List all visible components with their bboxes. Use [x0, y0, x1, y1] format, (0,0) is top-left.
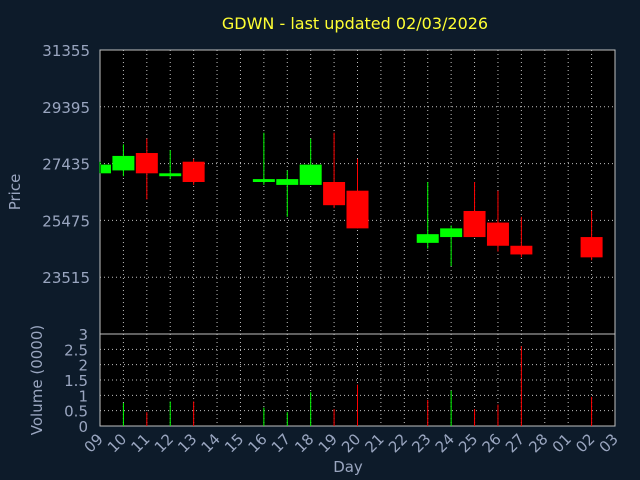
candle-body-26 — [486, 222, 509, 246]
volume-tick-label: 0 — [78, 418, 88, 436]
x-axis-label: Day — [333, 458, 363, 476]
day-tick-label: 14 — [198, 430, 224, 456]
volume-bars — [122, 346, 593, 426]
candle-body-18 — [299, 164, 322, 185]
candle-body-27 — [510, 245, 533, 255]
volume-tick-label: 2 — [78, 357, 88, 375]
volume-tick-label: 1.5 — [64, 372, 88, 390]
chart-title: GDWN - last updated 02/03/2026 — [222, 14, 488, 33]
day-tick-label: 12 — [151, 430, 177, 456]
candle-body-10 — [112, 155, 135, 171]
candle-body-11 — [135, 153, 158, 174]
day-tick-label: 21 — [362, 430, 388, 456]
volume-tick-label: 0.5 — [64, 403, 88, 421]
day-tick-label: 27 — [502, 430, 528, 456]
volume-tick-label: 1 — [78, 387, 88, 405]
day-tick-label: 03 — [596, 430, 622, 456]
day-tick-label: 18 — [291, 430, 317, 456]
candle-body-02 — [580, 237, 603, 258]
day-tick-label: 10 — [104, 430, 130, 456]
day-tick-label: 16 — [244, 430, 270, 456]
candle-body-09 — [101, 164, 111, 174]
candlesticks — [99, 132, 603, 267]
day-tick-label: 11 — [127, 430, 153, 456]
day-tick-label: 17 — [268, 430, 294, 456]
day-tick-label: 22 — [385, 430, 411, 456]
price-tick-label: 23515 — [42, 269, 90, 287]
volume-tick-labels: 32.521.510.50 — [64, 326, 88, 436]
candle-body-16 — [252, 179, 275, 183]
day-tick-label: 24 — [432, 430, 458, 456]
day-tick-label: 26 — [479, 430, 505, 456]
day-tick-labels: 0910111213141516171819202122232425262728… — [81, 430, 622, 456]
day-tick-label: 01 — [549, 430, 575, 456]
day-tick-label: 23 — [408, 430, 434, 456]
volume-tick-label: 3 — [78, 326, 88, 344]
candle-body-20 — [346, 190, 369, 229]
volume-axis-label: Volume (0000) — [28, 325, 46, 435]
price-tick-label: 29395 — [42, 99, 90, 117]
candle-body-24 — [440, 228, 463, 238]
price-tick-label: 31355 — [42, 42, 90, 60]
price-tick-label: 25475 — [42, 212, 90, 230]
day-tick-label: 20 — [338, 430, 364, 456]
day-tick-label: 15 — [221, 430, 247, 456]
day-tick-label: 19 — [315, 430, 341, 456]
day-tick-label: 28 — [525, 430, 551, 456]
price-tick-labels: 31355 29395 27435 25475 23515 — [42, 42, 90, 287]
day-tick-label: 25 — [455, 430, 481, 456]
price-tick-label: 27435 — [42, 156, 90, 174]
day-tick-label: 02 — [572, 430, 598, 456]
candle-body-13 — [182, 161, 205, 183]
price-axis-label: Price — [6, 174, 24, 211]
candle-body-12 — [159, 173, 182, 177]
day-tick-label: 13 — [174, 430, 200, 456]
candle-body-19 — [323, 182, 346, 206]
candle-body-23 — [416, 234, 439, 243]
candle-body-25 — [463, 210, 486, 238]
candle-body-17 — [276, 179, 299, 185]
volume-tick-label: 2.5 — [64, 341, 88, 359]
